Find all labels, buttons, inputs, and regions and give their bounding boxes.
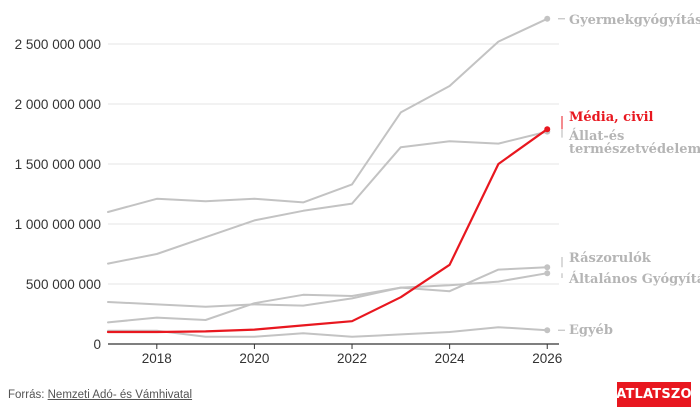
series-label-altalanos-gyogyitas: Általános Gyógyítás <box>568 271 700 287</box>
series-lines <box>106 15 551 338</box>
gridlines <box>108 43 559 345</box>
y-tick-label: 0 <box>93 337 101 352</box>
y-tick-label: 2 500 000 000 <box>15 37 101 52</box>
series-label-allat-es-termeszetvedelem-line2: természetvédelem <box>569 142 700 157</box>
source-prefix: Forrás: <box>8 389 48 401</box>
series-label-allat-es-termeszetvedelem: Állat-és <box>568 128 624 144</box>
y-tick-label: 500 000 000 <box>26 277 101 292</box>
series-line-gyermekgyogyitas <box>107 17 549 213</box>
x-axis-ticks: 2018 2020 2022 2024 2026 <box>142 344 562 366</box>
series-end-point-raszorulok <box>544 264 551 271</box>
y-tick-label: 1 500 000 000 <box>15 157 101 172</box>
source-note: Forrás: Nemzeti Adó- és Vámhivatal <box>8 389 192 401</box>
series-label-egyeb: Egyéb <box>569 323 613 338</box>
x-tick-label: 2026 <box>532 351 562 366</box>
x-tick-label: 2022 <box>337 351 367 366</box>
series-label-media-civil: Média, civil <box>569 110 654 125</box>
series-end-point-altalanos-gyogyitas <box>544 270 551 277</box>
source-link[interactable]: Nemzeti Adó- és Vámhivatal <box>47 389 193 401</box>
y-axis-ticks: 0 500 000 000 1 000 000 000 1 500 000 000 2 … <box>15 37 101 352</box>
series-line-altalanos-gyogyitas <box>107 272 549 308</box>
series-label-gyermekgyogyitas: Gyermekgyógyítás <box>569 13 700 28</box>
y-tick-label: 2 000 000 000 <box>15 97 101 112</box>
series-end-point-gyermekgyogyitas <box>544 15 551 22</box>
y-tick-label: 1 000 000 000 <box>15 217 101 232</box>
series-end-point-media-civil <box>544 126 551 133</box>
series-label-raszorulok: Rászorulók <box>569 251 652 266</box>
series-line-allat-es-termeszetvedelem <box>107 130 549 265</box>
line-chart: 0 500 000 000 1 000 000 000 1 500 000 000 2 … <box>15 13 700 366</box>
series-line-egyeb <box>107 326 549 338</box>
series-line-raszorulok <box>107 266 549 324</box>
series-end-point-egyeb <box>544 327 551 334</box>
x-tick-label: 2018 <box>142 351 172 366</box>
series-labels: Gyermekgyógyítás Állat-éstermészetvédelem… <box>558 13 700 338</box>
x-tick-label: 2020 <box>239 351 269 366</box>
atlatszo-logo: ATLATSZO <box>616 382 692 407</box>
series-line-media-civil <box>106 128 549 334</box>
x-tick-label: 2024 <box>435 351 466 366</box>
